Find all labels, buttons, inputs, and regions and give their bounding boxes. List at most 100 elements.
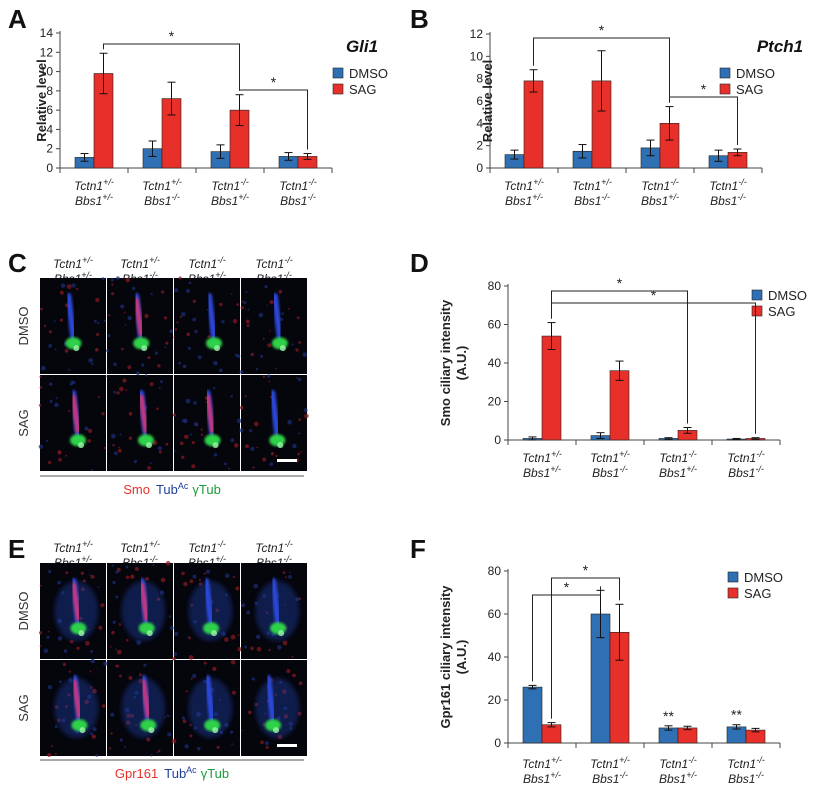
background-speckle	[55, 397, 58, 400]
significance-star: *	[599, 22, 605, 38]
background-speckle	[275, 454, 278, 458]
background-speckle	[181, 418, 186, 423]
cilium-axoneme	[206, 293, 218, 341]
background-speckle	[176, 321, 179, 324]
legend-swatch-sag	[719, 83, 731, 95]
background-speckle	[181, 455, 185, 459]
background-speckle	[200, 433, 204, 436]
genotype-label-line2: Bbs1+/-	[523, 464, 561, 480]
y-axis-label: Relative level	[480, 60, 495, 142]
background-speckle	[157, 749, 161, 753]
genotype-gene: Bbs1	[659, 772, 686, 786]
genotype-gene: Tctn1	[522, 757, 551, 771]
background-speckle	[57, 636, 63, 641]
background-speckle	[40, 307, 43, 311]
significance-annotation: **	[663, 708, 674, 724]
background-speckle	[60, 283, 66, 288]
y-tick-label: 8	[476, 72, 483, 86]
background-speckle	[158, 386, 161, 389]
background-speckle	[39, 645, 42, 647]
background-speckle	[62, 662, 67, 667]
genotype-gene: Tctn1	[188, 257, 217, 271]
genotype-allele: +/-	[215, 554, 226, 564]
basal-body-core	[141, 345, 148, 352]
genotype-allele: -/-	[619, 770, 628, 780]
y-tick-label: 20	[488, 693, 502, 707]
background-speckle	[149, 462, 152, 465]
genotype-label-line1: Tctn1-/-	[727, 449, 764, 465]
background-speckle	[246, 610, 251, 615]
background-speckle	[124, 745, 126, 748]
genotype-allele: -/-	[755, 770, 764, 780]
genotype-allele: -/-	[308, 177, 317, 187]
genotype-allele: -/-	[738, 177, 747, 187]
genotype-allele: +/-	[551, 449, 562, 459]
background-speckle	[113, 390, 117, 394]
background-speckle	[103, 446, 107, 450]
significance-bracket	[103, 43, 240, 91]
background-speckle	[145, 576, 150, 581]
background-speckle	[245, 290, 248, 293]
background-speckle	[192, 299, 197, 303]
background-speckle	[80, 571, 84, 575]
background-speckle	[181, 311, 186, 317]
significance-star: *	[583, 562, 589, 578]
genotype-allele: +/-	[619, 755, 630, 765]
background-speckle	[292, 673, 296, 678]
background-speckle	[256, 646, 262, 652]
background-speckle	[297, 377, 302, 382]
genotype-label-line1: Tctn1-/-	[659, 755, 696, 771]
background-speckle	[127, 315, 132, 321]
background-speckle	[112, 443, 115, 447]
background-speckle	[128, 411, 133, 416]
background-speckle	[193, 422, 199, 427]
legend-label-dmso: DMSO	[768, 288, 807, 303]
significance-star: *	[169, 28, 175, 44]
genotype-gene: Bbs1	[592, 466, 619, 480]
background-speckle	[111, 283, 114, 286]
y-tick-label: 12	[470, 27, 484, 41]
background-speckle	[157, 364, 161, 368]
genotype-gene: Tctn1	[659, 451, 688, 465]
y-tick-label: 8	[46, 84, 53, 98]
background-speckle	[43, 648, 49, 653]
cilium-stain-signal	[70, 394, 81, 434]
micrograph-panel	[107, 375, 173, 471]
panel-label-e: E	[8, 534, 25, 564]
background-speckle	[174, 328, 178, 331]
genotype-allele: +/-	[149, 255, 160, 265]
background-speckle	[181, 571, 185, 576]
background-speckle	[250, 352, 254, 357]
genotype-label-line1: Tctn1-/-	[279, 177, 316, 193]
genotype-allele: -/-	[217, 539, 226, 549]
y-tick-label: 6	[476, 94, 483, 108]
background-speckle	[303, 408, 308, 413]
background-speckle	[174, 631, 179, 636]
basal-body-core	[212, 442, 219, 449]
significance-star: *	[617, 275, 623, 291]
genotype-allele: +/-	[82, 539, 93, 549]
genotype-allele: +/-	[668, 192, 679, 202]
genotype-gene: Tctn1	[74, 179, 103, 193]
legend-label-sag: SAG	[744, 586, 771, 601]
background-speckle	[267, 343, 272, 348]
background-speckle	[64, 349, 69, 353]
background-speckle	[274, 367, 277, 370]
y-tick-label: 4	[46, 122, 53, 136]
genotype-gene: Bbs1	[728, 772, 755, 786]
background-speckle	[54, 752, 57, 755]
basal-body-core	[214, 345, 221, 352]
significance-bracket	[532, 586, 601, 682]
background-speckle	[230, 659, 236, 665]
background-speckle	[38, 444, 44, 449]
y-tick-label: 10	[40, 65, 54, 79]
y-axis-label: Gpr161 ciliary intensity	[438, 585, 453, 729]
background-speckle	[49, 399, 53, 404]
background-speckle	[265, 745, 269, 749]
genotype-allele: +/-	[238, 192, 249, 202]
panel-label-c: C	[8, 248, 27, 278]
background-speckle	[288, 575, 292, 579]
chart-smo-intensity: 0 20 40 60 80 Smo ciliary intensity (A.U.) DMSO…	[438, 275, 807, 480]
background-speckle	[93, 319, 97, 323]
bar-sag	[677, 727, 698, 744]
